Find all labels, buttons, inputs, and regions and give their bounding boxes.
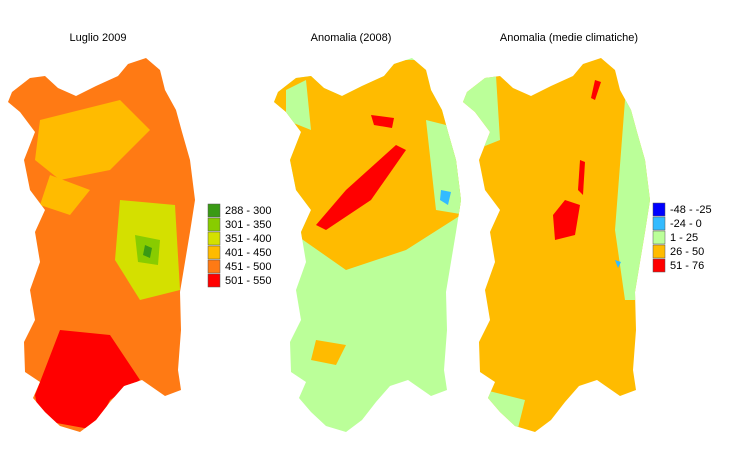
map-title: Anomalia (medie climatiche) <box>500 32 638 44</box>
legend-swatch <box>207 203 221 218</box>
legend-swatch <box>207 231 221 246</box>
legend-label: 451 - 500 <box>225 261 271 273</box>
legend-label: 288 - 300 <box>225 205 271 217</box>
legend-label: 301 - 350 <box>225 219 271 231</box>
legend-swatch <box>652 230 666 245</box>
legend-swatch <box>652 202 666 217</box>
legend-label: -48 - -25 <box>670 204 712 216</box>
legend-swatch <box>652 216 666 231</box>
legend-label: 26 - 50 <box>670 246 704 258</box>
legend-label: 401 - 450 <box>225 247 271 259</box>
map-title: Anomalia (2008) <box>311 32 392 44</box>
map-luglio <box>8 58 195 432</box>
legend-swatch <box>207 245 221 260</box>
legend-swatch <box>652 258 666 273</box>
legend-swatch <box>207 217 221 232</box>
legend-swatch <box>207 259 221 274</box>
legend-label: 51 - 76 <box>670 260 704 272</box>
legend-label: 1 - 25 <box>670 232 698 244</box>
legend: 288 - 300 301 - 350 351 - 400 401 - 450 451 … <box>207 203 271 288</box>
map-title: Luglio 2009 <box>70 32 127 44</box>
legend: -48 - -25 -24 - 0 1 - 25 26 - 50 51 - 76 <box>652 202 712 273</box>
legend-swatch <box>652 244 666 259</box>
legend-label: 351 - 400 <box>225 233 271 245</box>
map-anomalia-medie <box>463 58 650 432</box>
legend-swatch <box>207 273 221 288</box>
legend-label: 501 - 550 <box>225 275 271 287</box>
map-anomalia-2008 <box>274 58 461 432</box>
legend-label: -24 - 0 <box>670 218 702 230</box>
